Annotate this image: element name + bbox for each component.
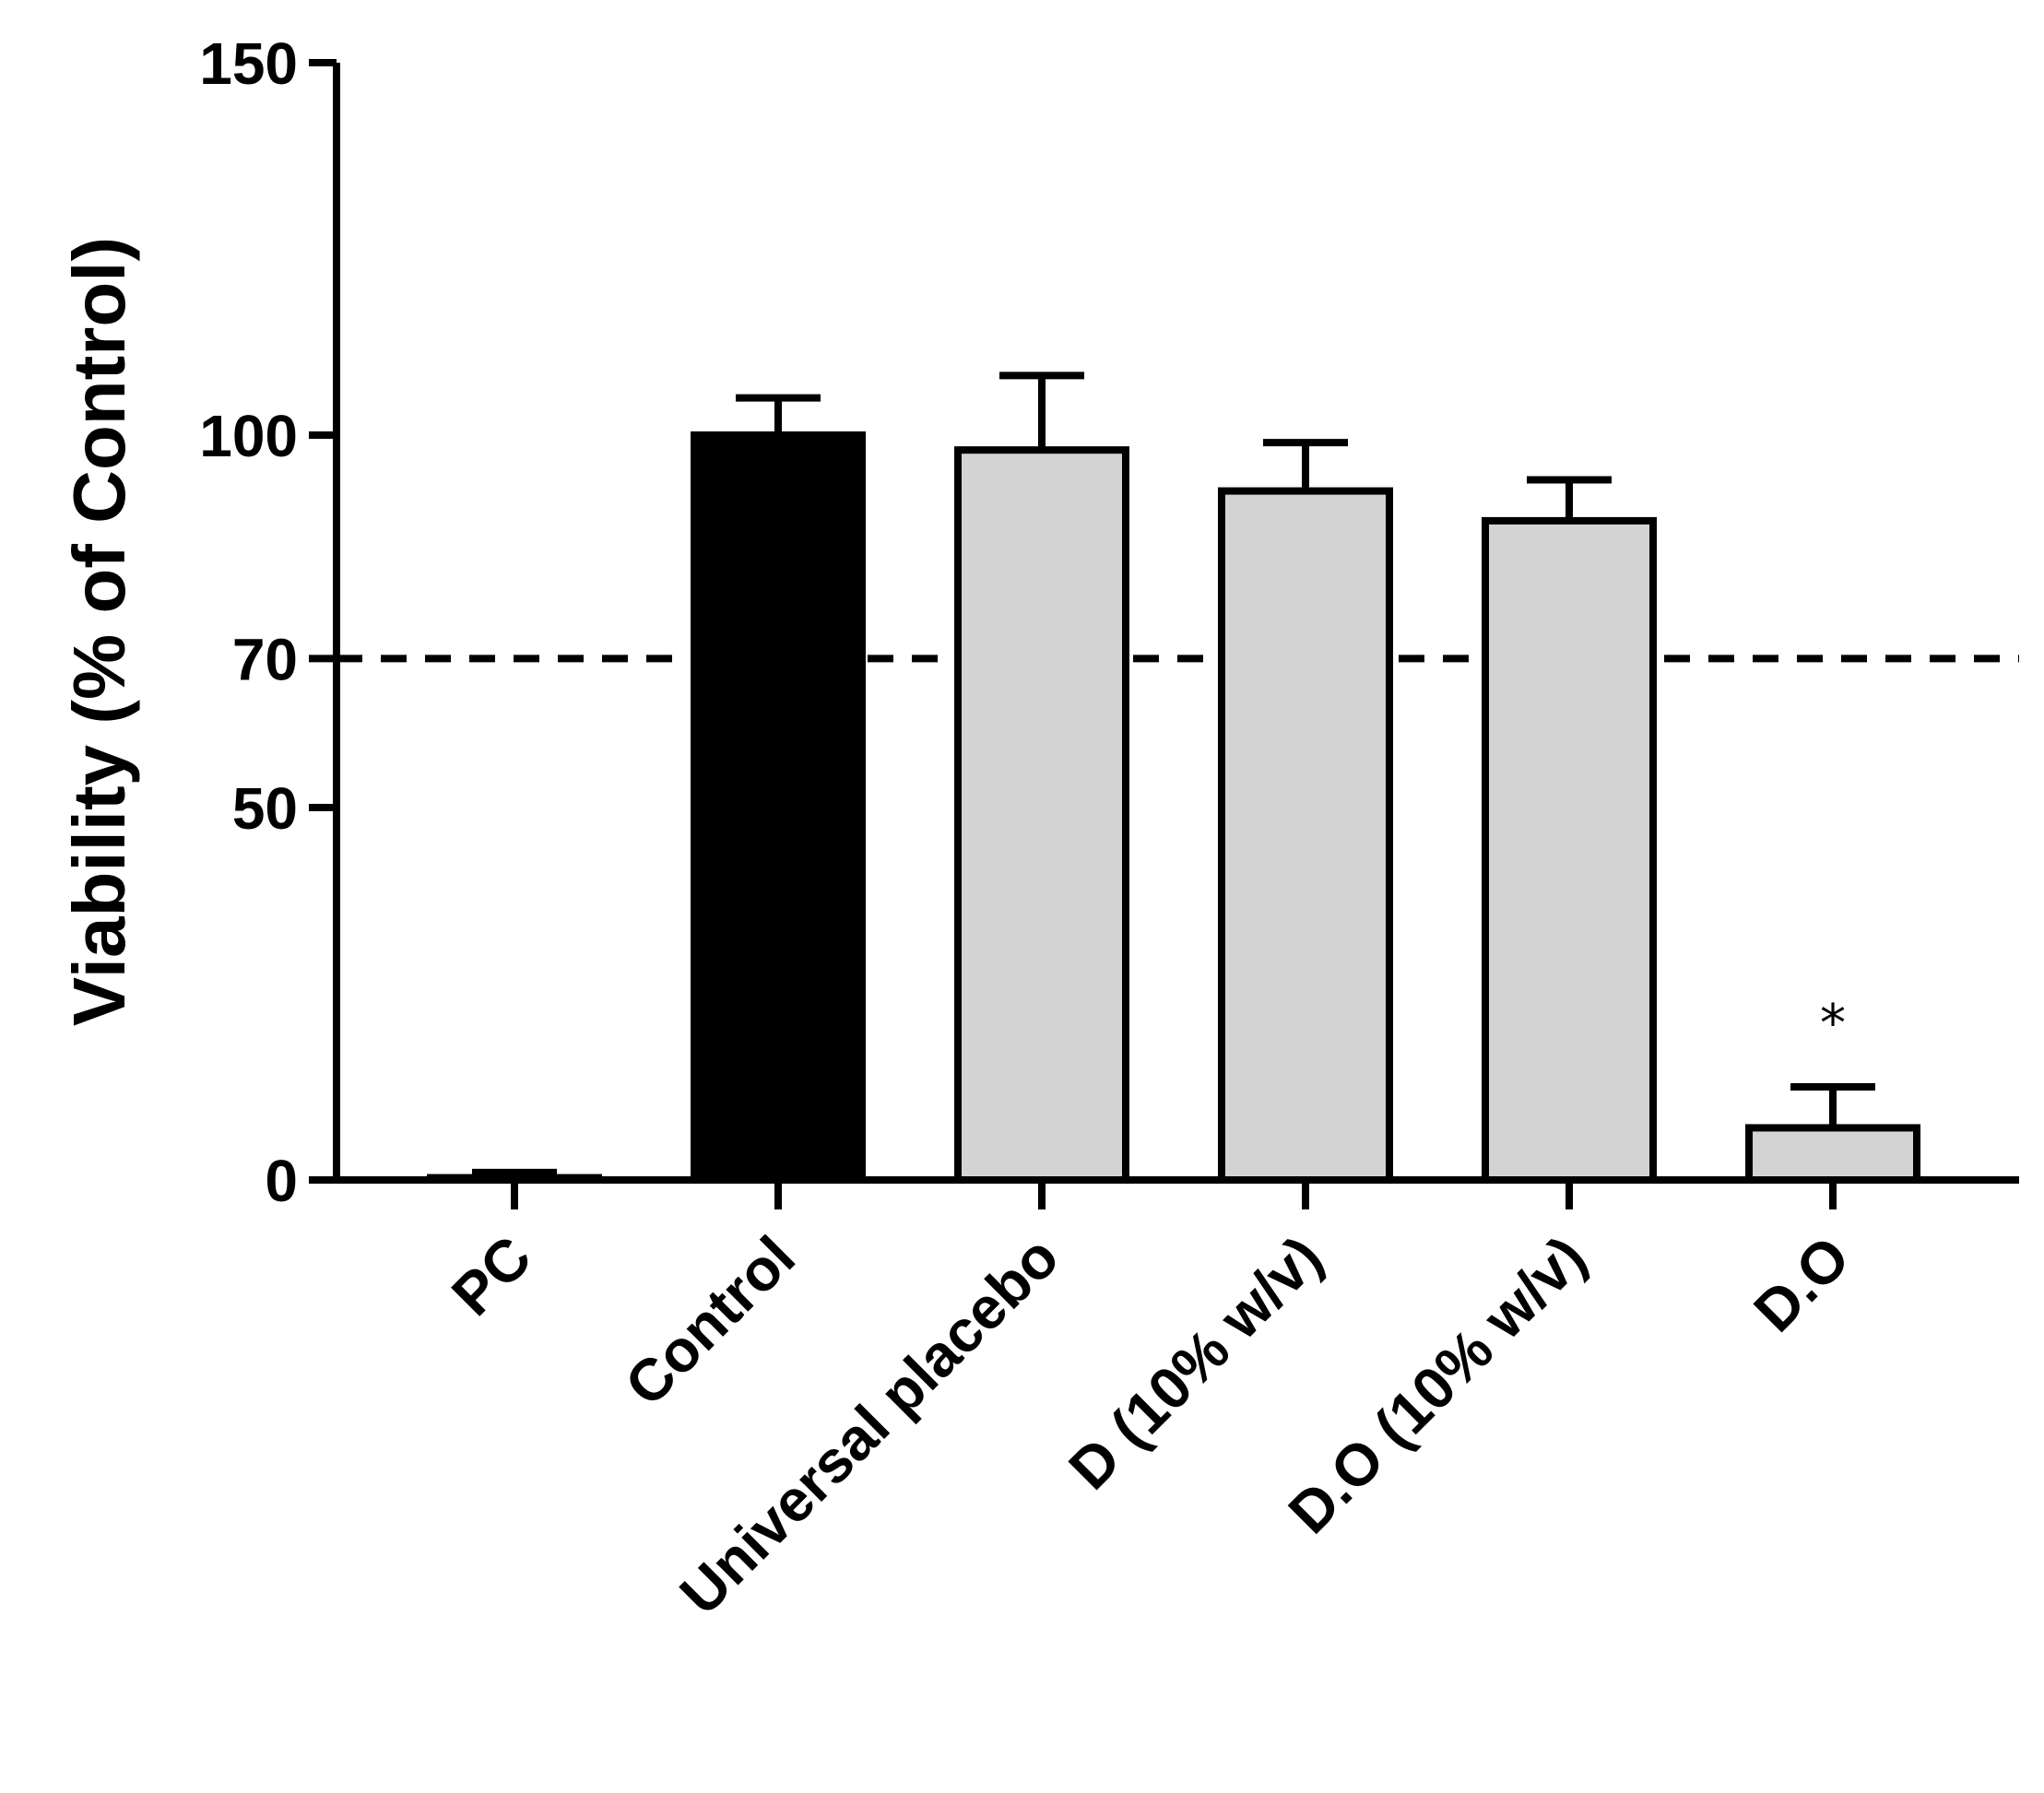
error-bar-d-10-w-v [1263, 439, 1348, 491]
significance-marker-d-o: * [1820, 994, 1846, 1054]
bar-d-10-w-v [1218, 487, 1393, 1184]
y-tick-label-0: 0 [265, 1148, 298, 1214]
error-bar-universal-placebo [999, 372, 1084, 451]
y-tick-label-70: 70 [232, 626, 298, 692]
x-tick-label-control: Control [612, 1223, 808, 1419]
x-tick-label-d-o: D.O [1742, 1223, 1862, 1344]
error-bar-d-o-10-w-v [1527, 476, 1612, 521]
error-bar-d-o [1790, 1083, 1875, 1128]
x-tick-label-pc: PC [439, 1223, 544, 1328]
y-tick-label-150: 150 [199, 30, 298, 97]
axes-layer [309, 59, 2019, 1209]
error-bar-control [736, 394, 821, 435]
bar-control [691, 431, 866, 1184]
y-tick-label-100: 100 [199, 403, 298, 469]
bars-layer [427, 372, 1920, 1185]
y-tick-label-50: 50 [232, 775, 298, 842]
bar-d-o-10-w-v [1482, 516, 1657, 1184]
bar-d-o [1745, 1124, 1920, 1184]
bar-universal-placebo [954, 446, 1129, 1185]
y-axis-title: Viability (% of Control) [58, 237, 140, 1026]
x-tick-label-d-10-w-v: D (10% w/v) [1057, 1223, 1335, 1502]
